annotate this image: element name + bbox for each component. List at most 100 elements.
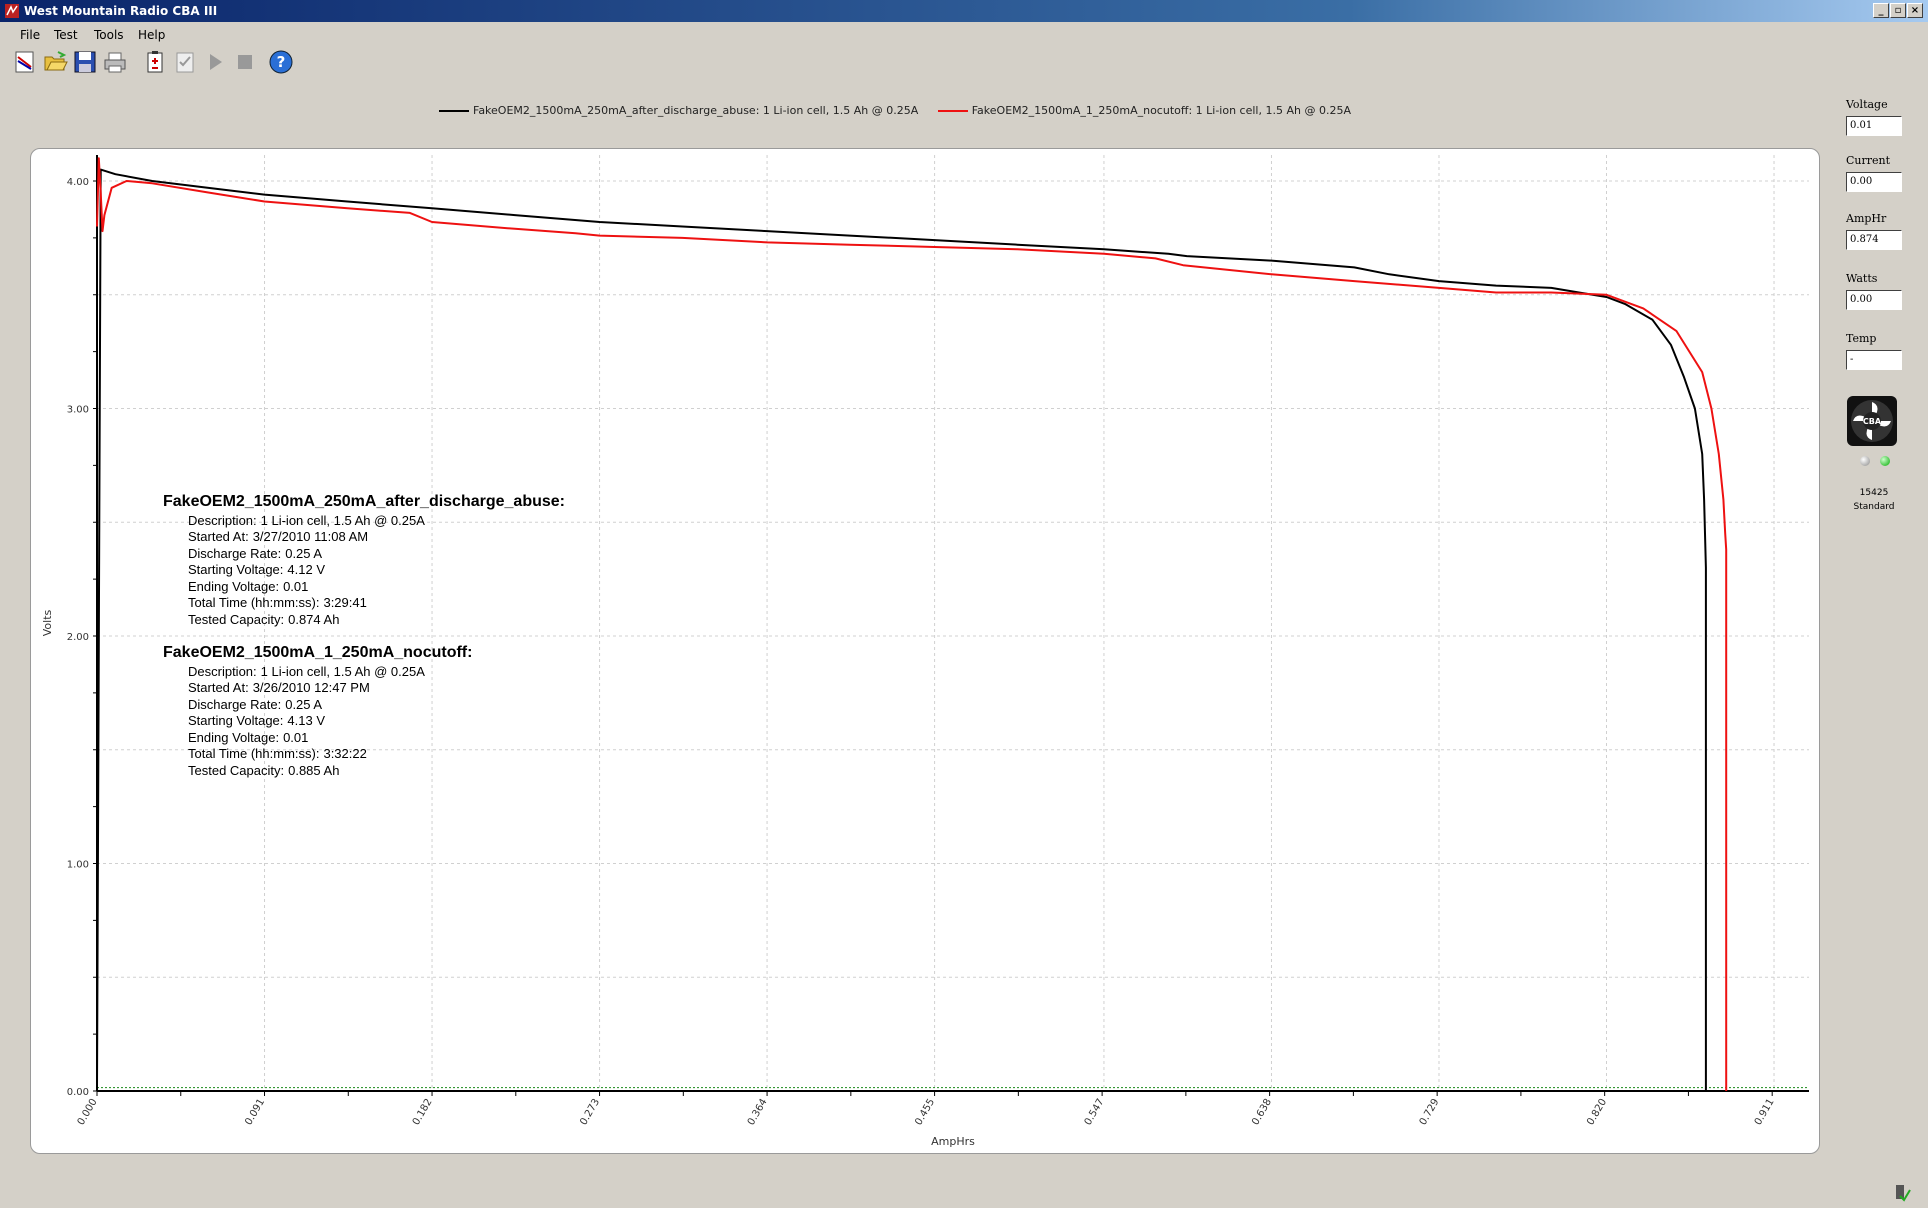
info-value: 0.25 A (285, 545, 323, 561)
menu-help[interactable]: Help (138, 28, 166, 42)
toolbar: ? (0, 46, 1928, 78)
y-tick-label: 4.00 (67, 177, 89, 188)
watts-field[interactable]: 0.00 (1846, 290, 1902, 310)
info-value: 3:32:22 (323, 746, 367, 761)
y-axis-label: Volts (41, 609, 54, 636)
info-value: 3:29:41 (323, 595, 367, 610)
menu-test[interactable]: Test (54, 28, 78, 42)
x-tick-label: 0.364 (746, 1097, 770, 1127)
info-key: Starting Voltage: (188, 562, 284, 577)
restore-button[interactable]: ▫ (1890, 3, 1906, 18)
menu-file[interactable]: File (20, 28, 41, 42)
voltage-field[interactable]: 0.01 (1846, 116, 1902, 136)
info-key: Total Time (hh:mm:ss): (188, 746, 320, 761)
menu-bar: File Test Tools Help (0, 24, 1928, 46)
temp-label: Temp (1846, 332, 1877, 345)
info-value: 0.874 Ah (288, 611, 340, 627)
info-value: 0.885 Ah (288, 762, 340, 778)
info-value: 0.01 (283, 729, 309, 745)
x-tick-label: 0.182 (411, 1097, 435, 1127)
info-value: 1 Li-ion cell, 1.5 Ah @ 0.25A (260, 512, 425, 528)
amphr-field[interactable]: 0.874 (1846, 230, 1902, 250)
stop-icon[interactable] (232, 49, 258, 75)
legend-swatch-2 (937, 110, 968, 112)
open-folder-icon[interactable] (42, 49, 68, 75)
print-icon[interactable] (102, 49, 128, 75)
legend-entry-1: FakeOEM2_1500mA_250mA_after_discharge_ab… (439, 104, 918, 117)
status-led-green (1880, 456, 1890, 466)
info-line: Discharge Rate: 0.25 A (163, 546, 565, 563)
info-block-2: FakeOEM2_1500mA_1_250mA_nocutoff: Descri… (163, 644, 473, 780)
info-key: Description: (188, 512, 257, 528)
cba-fan-logo-icon: CBA (1847, 396, 1897, 446)
x-tick-label: 0.547 (1083, 1097, 1107, 1127)
minimize-button[interactable]: _ (1873, 3, 1889, 18)
info-key: Started At: (188, 680, 249, 695)
legend-label-2: FakeOEM2_1500mA_1_250mA_nocutoff: 1 Li-i… (971, 104, 1351, 117)
amphr-label: AmpHr (1846, 212, 1887, 225)
x-tick-label: 0.000 (76, 1097, 100, 1127)
current-label: Current (1846, 154, 1891, 167)
info-key: Ending Voltage: (188, 578, 280, 594)
plot-panel: 0.000 0.091 0.182 0.273 0.364 0.455 0.547 0.638… (30, 148, 1820, 1154)
chart-legend: FakeOEM2_1500mA_250mA_after_discharge_ab… (0, 104, 1790, 117)
save-disk-icon[interactable] (72, 49, 98, 75)
watts-label: Watts (1846, 272, 1878, 285)
info-block-1: FakeOEM2_1500mA_250mA_after_discharge_ab… (163, 493, 565, 628)
info-line: Total Time (hh:mm:ss): 3:32:22 (163, 746, 472, 763)
x-tick-label: 0.820 (1585, 1097, 1609, 1127)
legend-swatch-1 (439, 110, 469, 112)
info-value: 1 Li-ion cell, 1.5 Ah @ 0.25A (260, 663, 425, 679)
info-value: 3/27/2010 11:08 AM (252, 529, 369, 544)
y-tick-label: 1.00 (67, 860, 89, 871)
x-tick-label: 0.455 (913, 1097, 937, 1127)
info-line: Starting Voltage: 4.13 V (163, 713, 472, 730)
info-key: Total Time (hh:mm:ss): (188, 595, 320, 610)
app-icon (5, 4, 19, 18)
battery-icon[interactable] (142, 49, 168, 75)
x-tick-label: 0.091 (243, 1097, 267, 1127)
info-key: Discharge Rate: (188, 696, 282, 712)
device-serial: 15425 (1859, 488, 1889, 498)
info-line: Started At: 3/27/2010 11:08 AM (163, 529, 565, 546)
x-axis-label: AmpHrs (931, 1135, 975, 1148)
window-title: West Mountain Radio CBA III (24, 4, 218, 18)
svg-text:?: ? (277, 53, 286, 71)
info-line: Description: 1 Li-ion cell, 1.5 Ah @ 0.25… (163, 513, 565, 530)
title-bar: West Mountain Radio CBA III _ ▫ × (0, 0, 1928, 22)
play-icon[interactable] (202, 49, 228, 75)
info-key: Discharge Rate: (188, 545, 282, 561)
info-value: 3/26/2010 12:47 PM (252, 680, 370, 695)
info-line: Ending Voltage: 0.01 (163, 730, 472, 747)
info-value: 0.01 (283, 578, 309, 594)
voltage-label: Voltage (1846, 98, 1888, 111)
x-tick-label: 0.911 (1753, 1097, 1777, 1127)
x-tick-label: 0.729 (1418, 1097, 1442, 1127)
info-line: Total Time (hh:mm:ss): 3:29:41 (163, 595, 565, 612)
info-key: Started At: (188, 529, 249, 544)
info-line: Ending Voltage: 0.01 (163, 579, 565, 596)
info-header-2: FakeOEM2_1500mA_1_250mA_nocutoff: (163, 644, 473, 661)
resize-grip-icon[interactable] (1892, 1182, 1914, 1204)
new-graph-icon[interactable] (12, 49, 38, 75)
info-value: 0.25 A (285, 696, 323, 712)
legend-label-1: FakeOEM2_1500mA_250mA_after_discharge_ab… (473, 104, 919, 117)
info-header-1: FakeOEM2_1500mA_250mA_after_discharge_ab… (163, 493, 565, 510)
temp-field[interactable]: - (1846, 350, 1902, 370)
info-key: Ending Voltage: (188, 729, 280, 745)
info-line: Tested Capacity: 0.885 Ah (163, 763, 472, 780)
device-model: Standard (1853, 502, 1895, 512)
close-button[interactable]: × (1907, 3, 1923, 18)
info-line: Discharge Rate: 0.25 A (163, 697, 472, 714)
help-icon[interactable]: ? (268, 49, 294, 75)
info-key: Description: (188, 663, 257, 679)
info-key: Tested Capacity: (188, 762, 285, 778)
checklist-icon[interactable] (172, 49, 198, 75)
discharge-chart: 0.000 0.091 0.182 0.273 0.364 0.455 0.547 0.638… (41, 155, 1809, 1148)
x-tick-label: 0.273 (578, 1097, 602, 1127)
menu-tools[interactable]: Tools (94, 28, 124, 42)
info-key: Starting Voltage: (188, 713, 284, 728)
info-value: 4.12 V (287, 562, 325, 577)
current-field[interactable]: 0.00 (1846, 172, 1902, 192)
y-tick-label: 3.00 (67, 405, 89, 416)
